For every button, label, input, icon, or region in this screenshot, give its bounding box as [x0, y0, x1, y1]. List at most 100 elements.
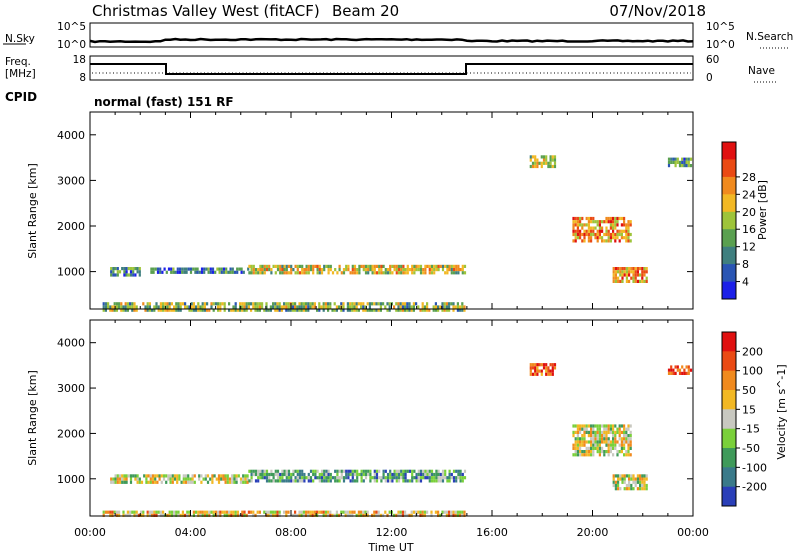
heatmap-cell: [587, 430, 590, 434]
y-tick-label: 2000: [57, 427, 85, 440]
heatmap-cell: [540, 372, 543, 376]
heatmap-cell: [168, 302, 171, 306]
heatmap-cell: [542, 155, 546, 159]
heatmap-cell: [329, 302, 332, 306]
heatmap-cell: [614, 474, 617, 478]
heatmap-cell: [318, 476, 321, 480]
heatmap-cell: [320, 268, 324, 272]
heatmap-cell: [129, 302, 132, 306]
heatmap-cell: [441, 268, 445, 272]
heatmap-cell: [426, 476, 429, 480]
heatmap-cell: [223, 305, 226, 309]
heatmap-cell: [327, 302, 330, 306]
heatmap-cell: [592, 229, 595, 233]
heatmap-cell: [355, 302, 358, 306]
heatmap-cell: [617, 267, 620, 271]
heatmap-cell: [355, 308, 358, 312]
heatmap-cell: [127, 267, 130, 271]
heatmap-cell: [634, 279, 637, 283]
heatmap-cell: [408, 302, 411, 306]
heatmap-cell: [685, 371, 688, 375]
heatmap-cell: [641, 270, 644, 274]
heatmap-cell: [625, 427, 628, 431]
heatmap-cell: [587, 446, 590, 450]
heatmap-cell: [603, 434, 606, 438]
heatmap-cell: [412, 302, 415, 306]
heatmap-cell: [175, 513, 178, 517]
heatmap-cell: [261, 268, 264, 272]
heatmap-cell: [432, 305, 435, 309]
heatmap-cell: [667, 160, 671, 164]
heatmap-cell: [217, 480, 221, 484]
heatmap-cell: [400, 271, 403, 275]
heatmap-cell: [342, 305, 345, 309]
heatmap-cell: [102, 513, 105, 517]
heatmap-cell: [625, 487, 628, 491]
heatmap-cell: [632, 276, 635, 280]
heatmap-cell: [314, 264, 317, 268]
heatmap-cell: [625, 229, 628, 233]
heatmap-cell: [587, 226, 590, 230]
heatmap-cell: [369, 268, 372, 272]
y-tick-label: 4000: [57, 129, 85, 142]
heatmap-cell: [463, 476, 467, 480]
heatmap-cell: [231, 477, 234, 481]
heatmap-cell: [461, 305, 464, 309]
heatmap-cell: [230, 510, 233, 514]
heatmap-cell: [424, 469, 427, 473]
heatmap-cell: [156, 267, 160, 271]
heatmap-cell: [463, 305, 466, 309]
heatmap-cell: [379, 308, 382, 312]
heatmap-cell: [404, 472, 407, 477]
heatmap-cell: [279, 476, 282, 480]
heatmap-cell: [110, 480, 113, 484]
heatmap-cell: [254, 308, 257, 312]
heatmap-cell: [614, 273, 617, 277]
heatmap-cell: [574, 236, 577, 240]
heatmap-cell: [596, 440, 599, 444]
heatmap-cell: [590, 450, 593, 454]
heatmap-cell: [369, 479, 372, 483]
heatmap-cell: [452, 469, 456, 473]
heatmap-cell: [362, 479, 365, 483]
heatmap-cell: [388, 305, 391, 309]
heatmap-cell: [318, 305, 321, 309]
heatmap-cell: [596, 437, 599, 441]
heatmap-cell: [199, 510, 202, 514]
heatmap-cell: [683, 164, 686, 168]
heatmap-cell: [241, 510, 244, 514]
heatmap-cell: [667, 371, 671, 375]
heatmap-cell: [607, 427, 610, 431]
heatmap-cell: [150, 270, 153, 274]
heatmap-cell: [292, 479, 295, 483]
heatmap-cell: [587, 424, 590, 428]
heatmap-cell: [424, 472, 427, 477]
heatmap-cell: [612, 453, 615, 457]
heatmap-cell: [629, 443, 632, 447]
heatmap-cell: [342, 271, 346, 275]
heatmap-cell: [345, 268, 348, 272]
heatmap-cell: [362, 264, 365, 268]
heatmap-cell: [439, 476, 442, 480]
heatmap-cell: [257, 472, 260, 477]
heatmap-cell: [189, 267, 193, 271]
heatmap-cell: [687, 160, 690, 164]
heatmap-cell: [222, 474, 225, 478]
heatmap-cell: [276, 479, 280, 483]
heatmap-cell: [209, 477, 212, 481]
heatmap-cell: [681, 160, 684, 164]
heatmap-cell: [534, 158, 537, 162]
heatmap-cell: [576, 440, 579, 444]
heatmap-cell: [395, 479, 398, 483]
heatmap-cell: [625, 437, 628, 441]
heatmap-cell: [285, 264, 288, 268]
heatmap-cell: [342, 469, 346, 473]
heatmap-cell: [146, 308, 149, 312]
heatmap-cell: [183, 267, 186, 271]
heatmap-cell: [579, 229, 582, 233]
heatmap-cell: [231, 270, 234, 274]
heatmap-cell: [616, 236, 619, 240]
heatmap-cell: [576, 424, 579, 428]
heatmap-cell: [357, 510, 360, 514]
heatmap-cell: [115, 510, 118, 514]
